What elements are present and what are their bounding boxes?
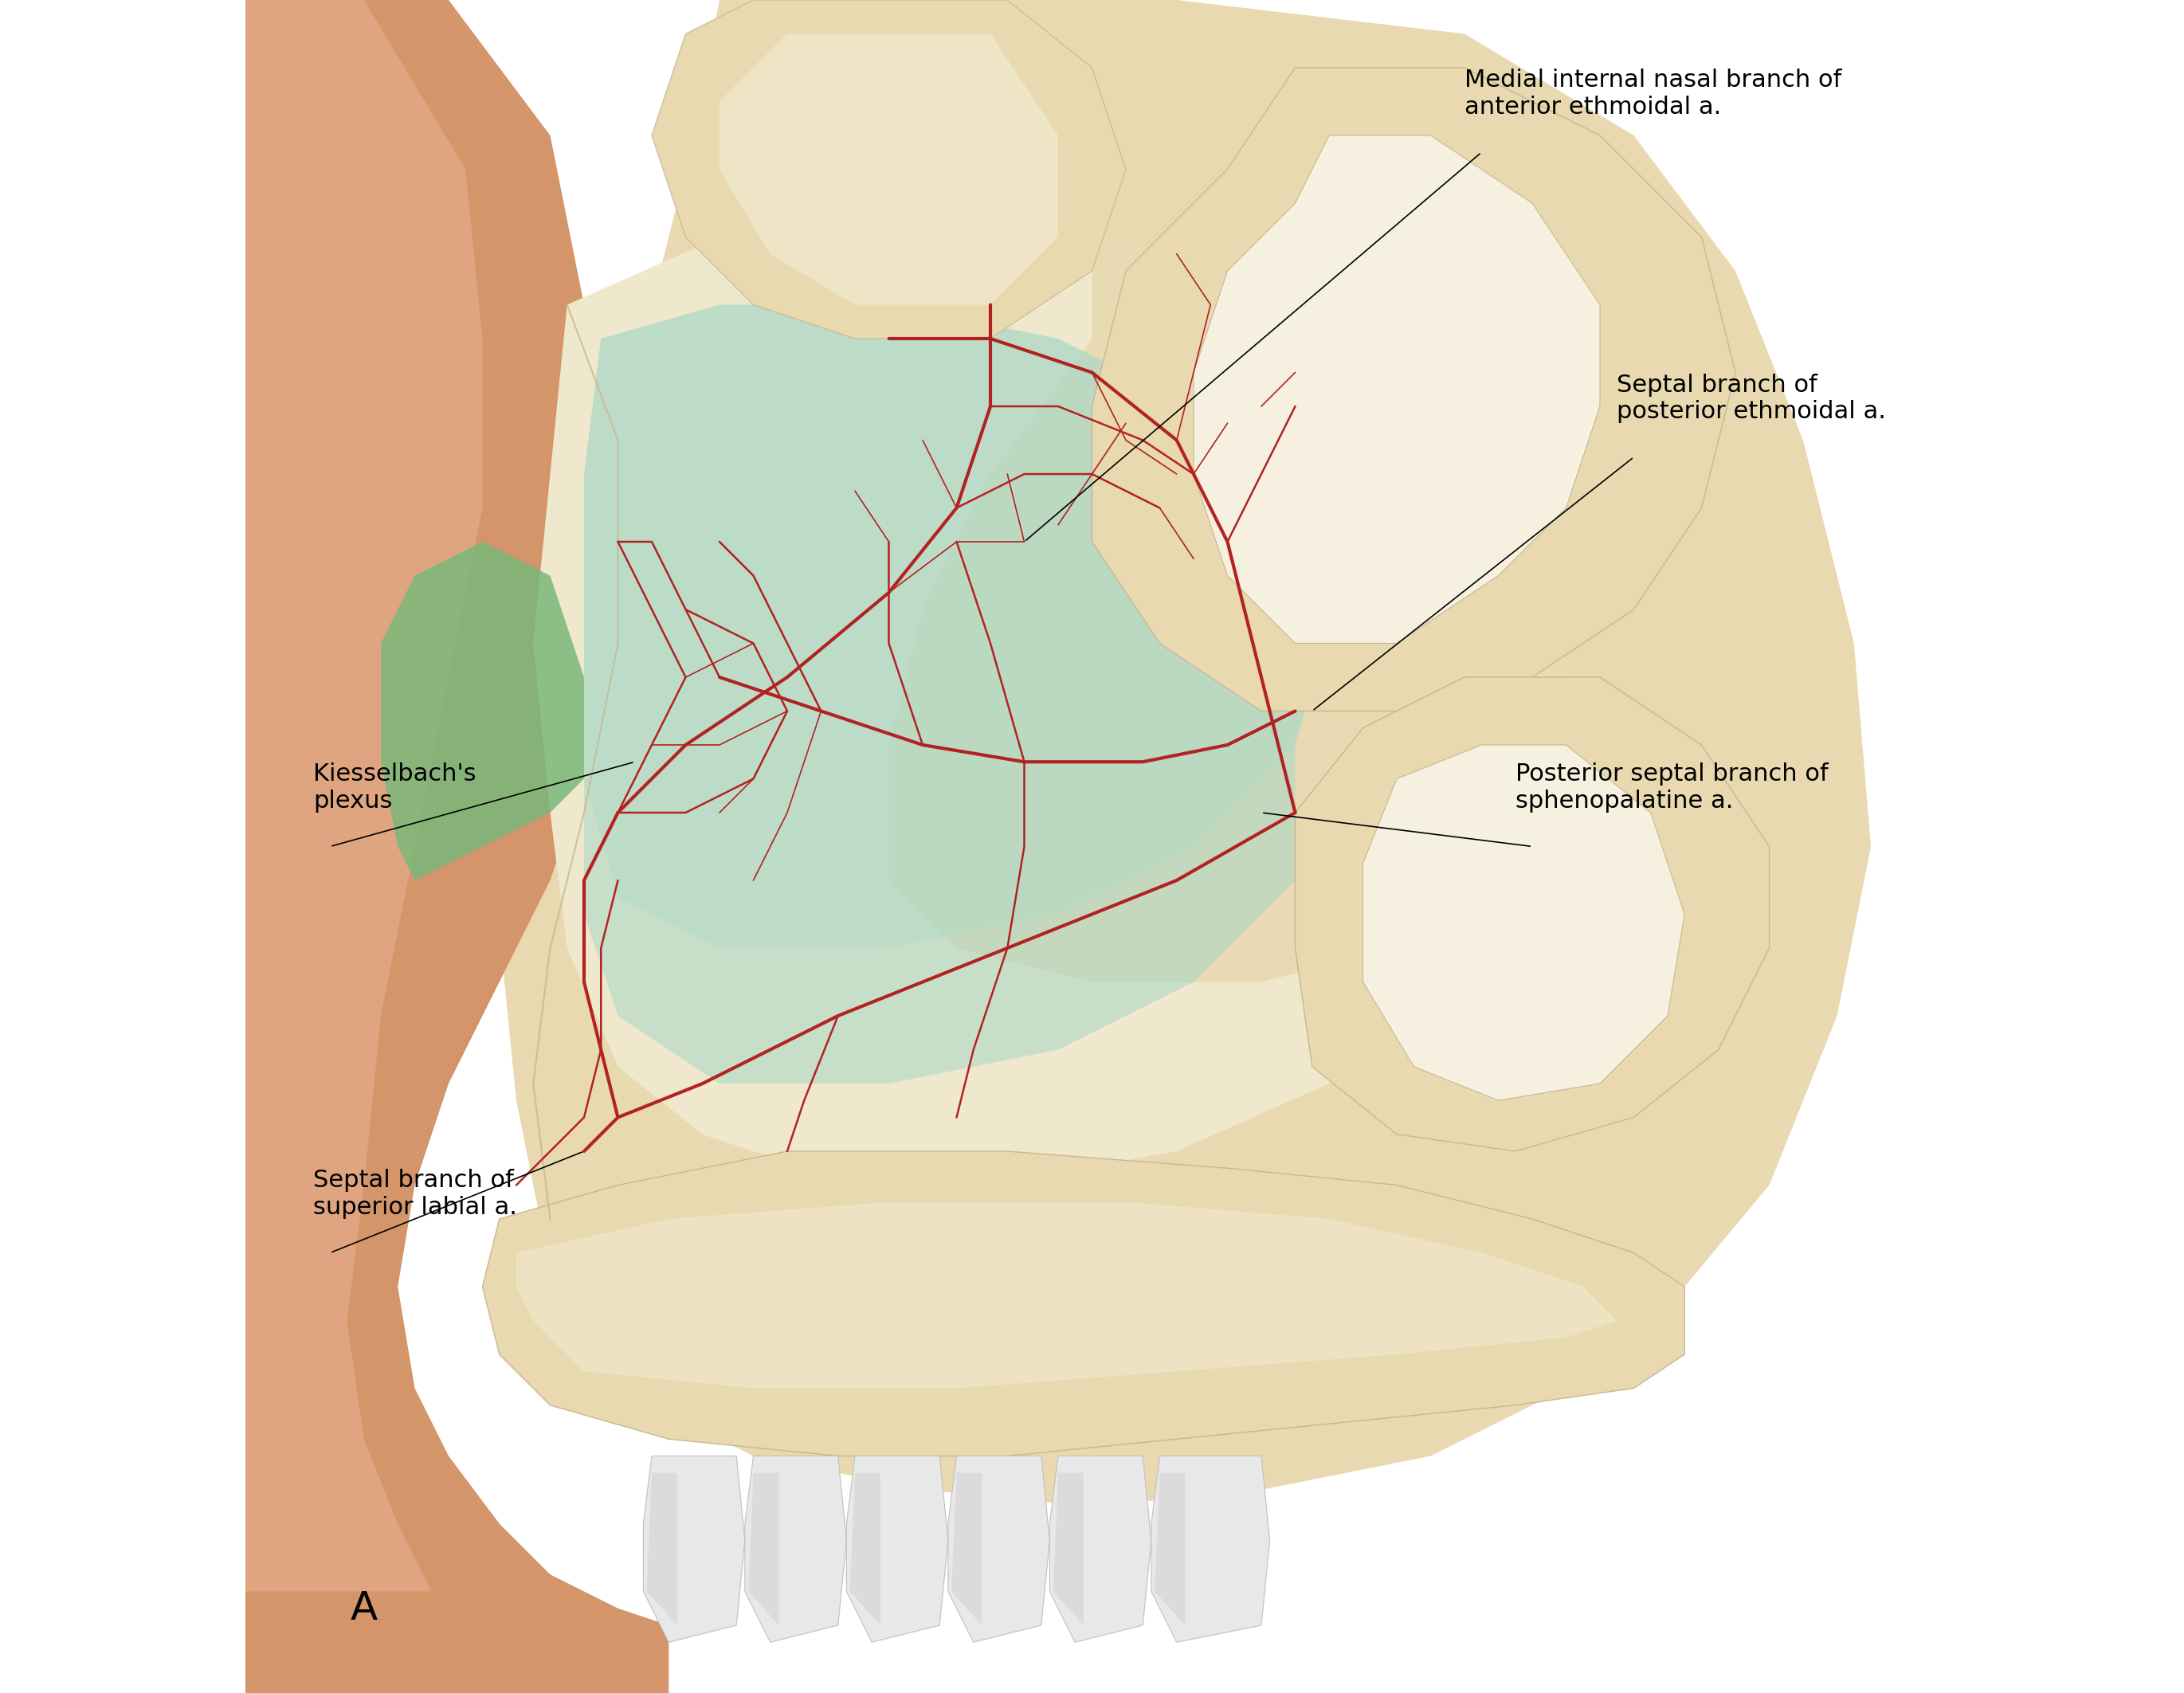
Polygon shape xyxy=(1092,68,1736,711)
Polygon shape xyxy=(749,1473,780,1625)
Polygon shape xyxy=(948,1456,1051,1642)
Polygon shape xyxy=(719,34,1057,305)
Polygon shape xyxy=(583,745,1295,1084)
Polygon shape xyxy=(1151,1456,1269,1642)
Polygon shape xyxy=(1155,1473,1186,1625)
Polygon shape xyxy=(1363,745,1684,1100)
Polygon shape xyxy=(889,203,1601,982)
Text: Medial internal nasal branch of
anterior ethmoidal a.: Medial internal nasal branch of anterior… xyxy=(1465,69,1841,119)
Text: Septal branch of
superior labial a.: Septal branch of superior labial a. xyxy=(312,1170,518,1219)
Text: A: A xyxy=(349,1590,378,1627)
Polygon shape xyxy=(483,1151,1684,1456)
Polygon shape xyxy=(644,1456,745,1642)
Text: Posterior septal branch of
sphenopalatine a.: Posterior septal branch of sphenopalatin… xyxy=(1516,764,1828,813)
Polygon shape xyxy=(1053,1473,1083,1625)
Polygon shape xyxy=(245,0,668,1693)
Polygon shape xyxy=(515,1202,1616,1388)
Polygon shape xyxy=(500,0,1872,1507)
Text: Kiesselbach's
plexus: Kiesselbach's plexus xyxy=(312,764,476,813)
Polygon shape xyxy=(646,1473,677,1625)
Polygon shape xyxy=(1295,677,1769,1151)
Polygon shape xyxy=(745,1456,847,1642)
Polygon shape xyxy=(850,1473,880,1625)
Polygon shape xyxy=(952,1473,983,1625)
Polygon shape xyxy=(1195,135,1601,643)
Polygon shape xyxy=(245,0,483,1591)
Polygon shape xyxy=(533,203,1566,1185)
Polygon shape xyxy=(651,0,1127,339)
Text: Septal branch of
posterior ethmoidal a.: Septal branch of posterior ethmoidal a. xyxy=(1616,374,1887,423)
Polygon shape xyxy=(847,1456,948,1642)
Polygon shape xyxy=(583,305,1330,948)
Polygon shape xyxy=(380,542,583,880)
Polygon shape xyxy=(1051,1456,1151,1642)
